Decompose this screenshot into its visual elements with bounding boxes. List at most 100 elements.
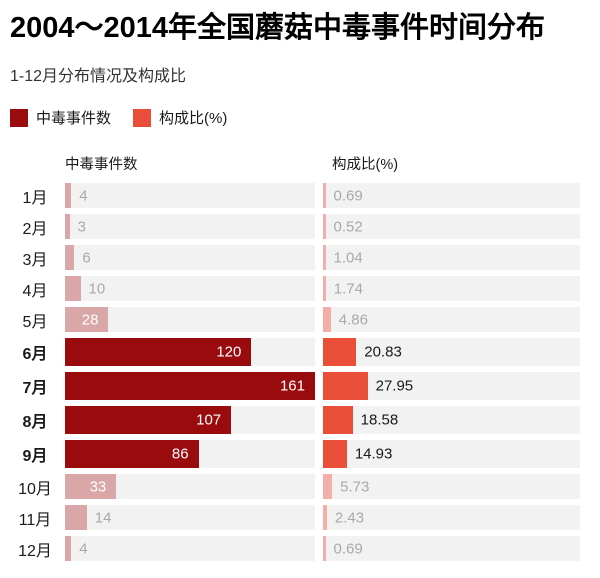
month-label: 6月: [22, 346, 48, 364]
ratio-bar: [323, 183, 326, 209]
legend-item-events: 中毒事件数: [10, 107, 111, 128]
ratio-bar-track: 18.58: [323, 406, 580, 435]
month-label: 7月: [22, 380, 48, 398]
events-value: 3: [77, 218, 86, 236]
ratio-bar-track: 4.86: [323, 307, 580, 333]
events-bar-track: 4: [65, 183, 315, 209]
events-bar: [65, 440, 199, 469]
chart-row: 8月 107 18.58: [10, 406, 590, 435]
ratio-bar-track: 2.43: [323, 505, 580, 531]
month-label: 9月: [22, 448, 48, 466]
month-label: 4月: [22, 282, 48, 300]
legend: 中毒事件数 构成比(%): [10, 107, 590, 128]
events-bar: [65, 276, 81, 302]
events-bar-track: 33: [65, 474, 315, 500]
chart-rows: 1月 4 0.69 2月 3 0.52 3月 6 1.04 4月 10 1.74 5月 28 4.86 6月 1…: [10, 183, 590, 562]
chart-row: 12月 4 0.69: [10, 536, 590, 562]
chart-row: 9月 86 14.93: [10, 440, 590, 469]
ratio-bar-track: 5.73: [323, 474, 580, 500]
ratio-value: 0.52: [333, 218, 363, 236]
ratio-value: 4.86: [338, 311, 368, 329]
page-subtitle: 1-12月分布情况及构成比: [10, 68, 187, 86]
month-label: 11月: [18, 511, 52, 529]
events-value: 4: [79, 540, 88, 558]
events-value: 28: [81, 311, 99, 329]
ratio-value: 2.43: [334, 509, 365, 527]
events-value: 107: [196, 411, 222, 429]
events-value: 14: [94, 509, 112, 527]
events-column-header: 中毒事件数: [65, 157, 138, 174]
events-bar: [65, 536, 72, 562]
events-bar-track: 86: [65, 440, 315, 469]
ratio-bar-track: 27.95: [323, 372, 580, 401]
events-bar: [65, 214, 70, 240]
events-value: 161: [279, 377, 305, 395]
events-bar-track: 161: [65, 372, 315, 401]
ratio-bar-track: 14.93: [323, 440, 580, 469]
events-bar: [65, 307, 109, 333]
ratio-bar: [323, 245, 326, 271]
ratio-value: 1.74: [333, 280, 363, 298]
ratio-bar-track: 0.69: [323, 183, 580, 209]
column-header-spacer: [10, 153, 65, 174]
month-label: 8月: [22, 414, 48, 432]
events-value: 10: [88, 280, 106, 298]
events-bar: [65, 183, 72, 209]
ratio-value: 0.69: [333, 540, 363, 558]
events-bar-track: 4: [65, 536, 315, 562]
chart-row: 2月 3 0.52: [10, 214, 590, 240]
events-bar-track: 28: [65, 307, 315, 333]
ratio-bar: [323, 406, 353, 435]
ratio-bar: [323, 307, 331, 333]
events-bar: [65, 338, 252, 367]
page-title: 2004～2014年全国蘑菇中毒事件时间分布: [10, 12, 546, 44]
month-label: 2月: [22, 220, 48, 238]
events-value: 120: [216, 343, 242, 361]
chart-row: 6月 120 20.83: [10, 338, 590, 367]
chart-row: 1月 4 0.69: [10, 183, 590, 209]
ratio-bar: [323, 338, 357, 367]
column-headers: 中毒事件数 构成比(%): [10, 153, 590, 174]
ratio-legend-swatch: [133, 108, 152, 127]
events-bar: [65, 474, 117, 500]
ratio-value: 27.95: [375, 377, 414, 395]
chart-row: 3月 6 1.04: [10, 245, 590, 271]
ratio-bar-track: 20.83: [323, 338, 580, 367]
events-legend-swatch: [10, 108, 28, 127]
ratio-bar-track: 0.52: [323, 214, 580, 240]
ratio-bar: [323, 440, 347, 469]
events-bar: [65, 406, 232, 435]
ratio-value: 5.73: [340, 478, 370, 496]
chart-row: 10月 33 5.73: [10, 474, 590, 500]
ratio-value: 14.93: [354, 445, 393, 463]
ratio-bar: [323, 505, 327, 531]
events-legend-label: 中毒事件数: [36, 110, 112, 128]
ratio-legend-label: 构成比(%): [159, 110, 228, 128]
events-bar: [65, 372, 315, 401]
ratio-value: 18.58: [360, 411, 399, 429]
mushroom-poisoning-chart: 2004～2014年全国蘑菇中毒事件时间分布 1-12月分布情况及构成比 中毒事…: [10, 12, 590, 562]
ratio-value: 20.83: [364, 343, 402, 361]
month-label: 1月: [22, 189, 48, 207]
ratio-bar: [323, 276, 326, 302]
events-bar-track: 6: [65, 245, 315, 271]
ratio-bar: [323, 214, 326, 240]
ratio-bar: [323, 536, 326, 562]
ratio-bar: [323, 372, 368, 401]
ratio-value: 1.04: [333, 249, 363, 267]
events-bar: [65, 505, 87, 531]
ratio-bar-track: 0.69: [323, 536, 580, 562]
ratio-bar: [323, 474, 333, 500]
events-bar-track: 10: [65, 276, 315, 302]
events-value: 33: [89, 478, 107, 496]
chart-row: 5月 28 4.86: [10, 307, 590, 333]
events-bar-track: 107: [65, 406, 315, 435]
events-value: 86: [171, 445, 189, 463]
legend-item-ratio: 构成比(%): [133, 107, 227, 128]
ratio-bar-track: 1.74: [323, 276, 580, 302]
month-label: 3月: [22, 251, 48, 269]
chart-row: 7月 161 27.95: [10, 372, 590, 401]
ratio-bar-track: 1.04: [323, 245, 580, 271]
month-label: 5月: [22, 313, 48, 331]
chart-row: 4月 10 1.74: [10, 276, 590, 302]
